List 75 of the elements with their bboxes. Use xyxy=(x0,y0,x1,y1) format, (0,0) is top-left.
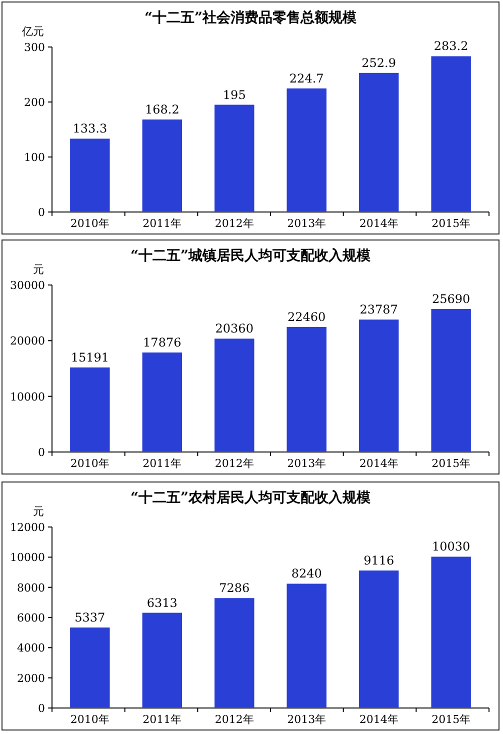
y-tick-label: 0 xyxy=(38,206,45,219)
chart-title: “十二五”城镇居民人均可支配收入规模 xyxy=(130,248,372,264)
chart-title: “十二五”社会消费品零售总额规模 xyxy=(144,9,358,26)
x-tick-label: 2014年 xyxy=(359,457,398,470)
bar xyxy=(358,72,399,212)
y-tick-label: 6000 xyxy=(17,612,45,624)
chart-title: “十二五”农村居民人均可支配收入规模 xyxy=(130,490,372,506)
bar xyxy=(358,570,399,708)
bar xyxy=(142,352,182,452)
y-tick-label: 30000 xyxy=(10,279,45,292)
bar xyxy=(214,598,254,708)
bar xyxy=(70,367,110,452)
bar xyxy=(286,88,326,212)
bar xyxy=(286,584,326,708)
y-axis-title: 元 xyxy=(33,505,44,518)
data-label: 5337 xyxy=(74,610,106,624)
y-tick-label: 0 xyxy=(38,446,45,459)
y-tick-label: 8000 xyxy=(17,581,45,594)
y-axis-title: 元 xyxy=(33,263,44,276)
data-label: 7286 xyxy=(219,581,250,596)
data-label: 23787 xyxy=(360,302,398,317)
bar xyxy=(142,612,182,708)
bar xyxy=(214,104,254,212)
x-tick-label: 2015年 xyxy=(432,217,471,230)
bar xyxy=(431,56,471,212)
x-tick-label: 2012年 xyxy=(214,713,254,726)
data-label: 10030 xyxy=(432,540,470,554)
data-label: 17876 xyxy=(143,335,182,350)
bar xyxy=(358,320,399,452)
x-tick-label: 2014年 xyxy=(359,217,398,230)
bar xyxy=(70,628,110,708)
data-label: 168.2 xyxy=(144,102,180,116)
data-label: 20360 xyxy=(215,322,254,336)
y-tick-label: 12000 xyxy=(10,521,45,534)
y-tick-label: 2000 xyxy=(17,672,45,685)
x-tick-label: 2010年 xyxy=(70,713,110,726)
data-label: 22460 xyxy=(288,310,326,324)
x-tick-label: 2011年 xyxy=(142,217,182,230)
y-tick-label: 10000 xyxy=(10,551,45,564)
y-tick-label: 0 xyxy=(38,702,45,715)
x-tick-label: 2013年 xyxy=(287,457,326,470)
bar xyxy=(286,326,326,452)
bar xyxy=(431,308,471,452)
data-label: 15191 xyxy=(70,350,110,364)
x-tick-label: 2012年 xyxy=(214,217,254,230)
y-tick-label: 4000 xyxy=(17,642,45,655)
data-label: 8240 xyxy=(291,566,322,581)
y-tick-label: 20000 xyxy=(10,334,45,348)
data-label: 224.7 xyxy=(289,71,324,86)
y-axis-title: 亿元 xyxy=(21,25,44,38)
x-tick-label: 2013年 xyxy=(287,217,326,230)
x-tick-label: 2014年 xyxy=(359,713,398,726)
data-label: 6313 xyxy=(146,596,178,610)
bar xyxy=(142,119,182,212)
data-label: 9116 xyxy=(364,554,394,568)
x-tick-label: 2015年 xyxy=(432,457,471,470)
x-tick-label: 2011年 xyxy=(142,713,182,726)
y-tick-label: 10000 xyxy=(10,390,45,404)
y-tick-label: 100 xyxy=(24,151,45,164)
x-tick-label: 2010年 xyxy=(70,217,110,230)
data-label: 195 xyxy=(222,88,246,102)
data-label: 25690 xyxy=(432,292,470,306)
bar xyxy=(431,556,471,708)
x-tick-label: 2011年 xyxy=(142,457,182,470)
y-tick-label: 300 xyxy=(24,41,45,54)
y-tick-label: 200 xyxy=(24,96,45,109)
bar xyxy=(214,338,254,452)
x-tick-label: 2013年 xyxy=(287,713,326,726)
x-tick-label: 2012年 xyxy=(214,457,254,470)
bar xyxy=(70,138,110,212)
data-label: 133.3 xyxy=(72,122,108,136)
x-tick-label: 2010年 xyxy=(70,457,110,470)
x-tick-label: 2015年 xyxy=(432,713,471,726)
data-label: 283.2 xyxy=(434,39,468,54)
data-label: 252.9 xyxy=(362,56,396,70)
